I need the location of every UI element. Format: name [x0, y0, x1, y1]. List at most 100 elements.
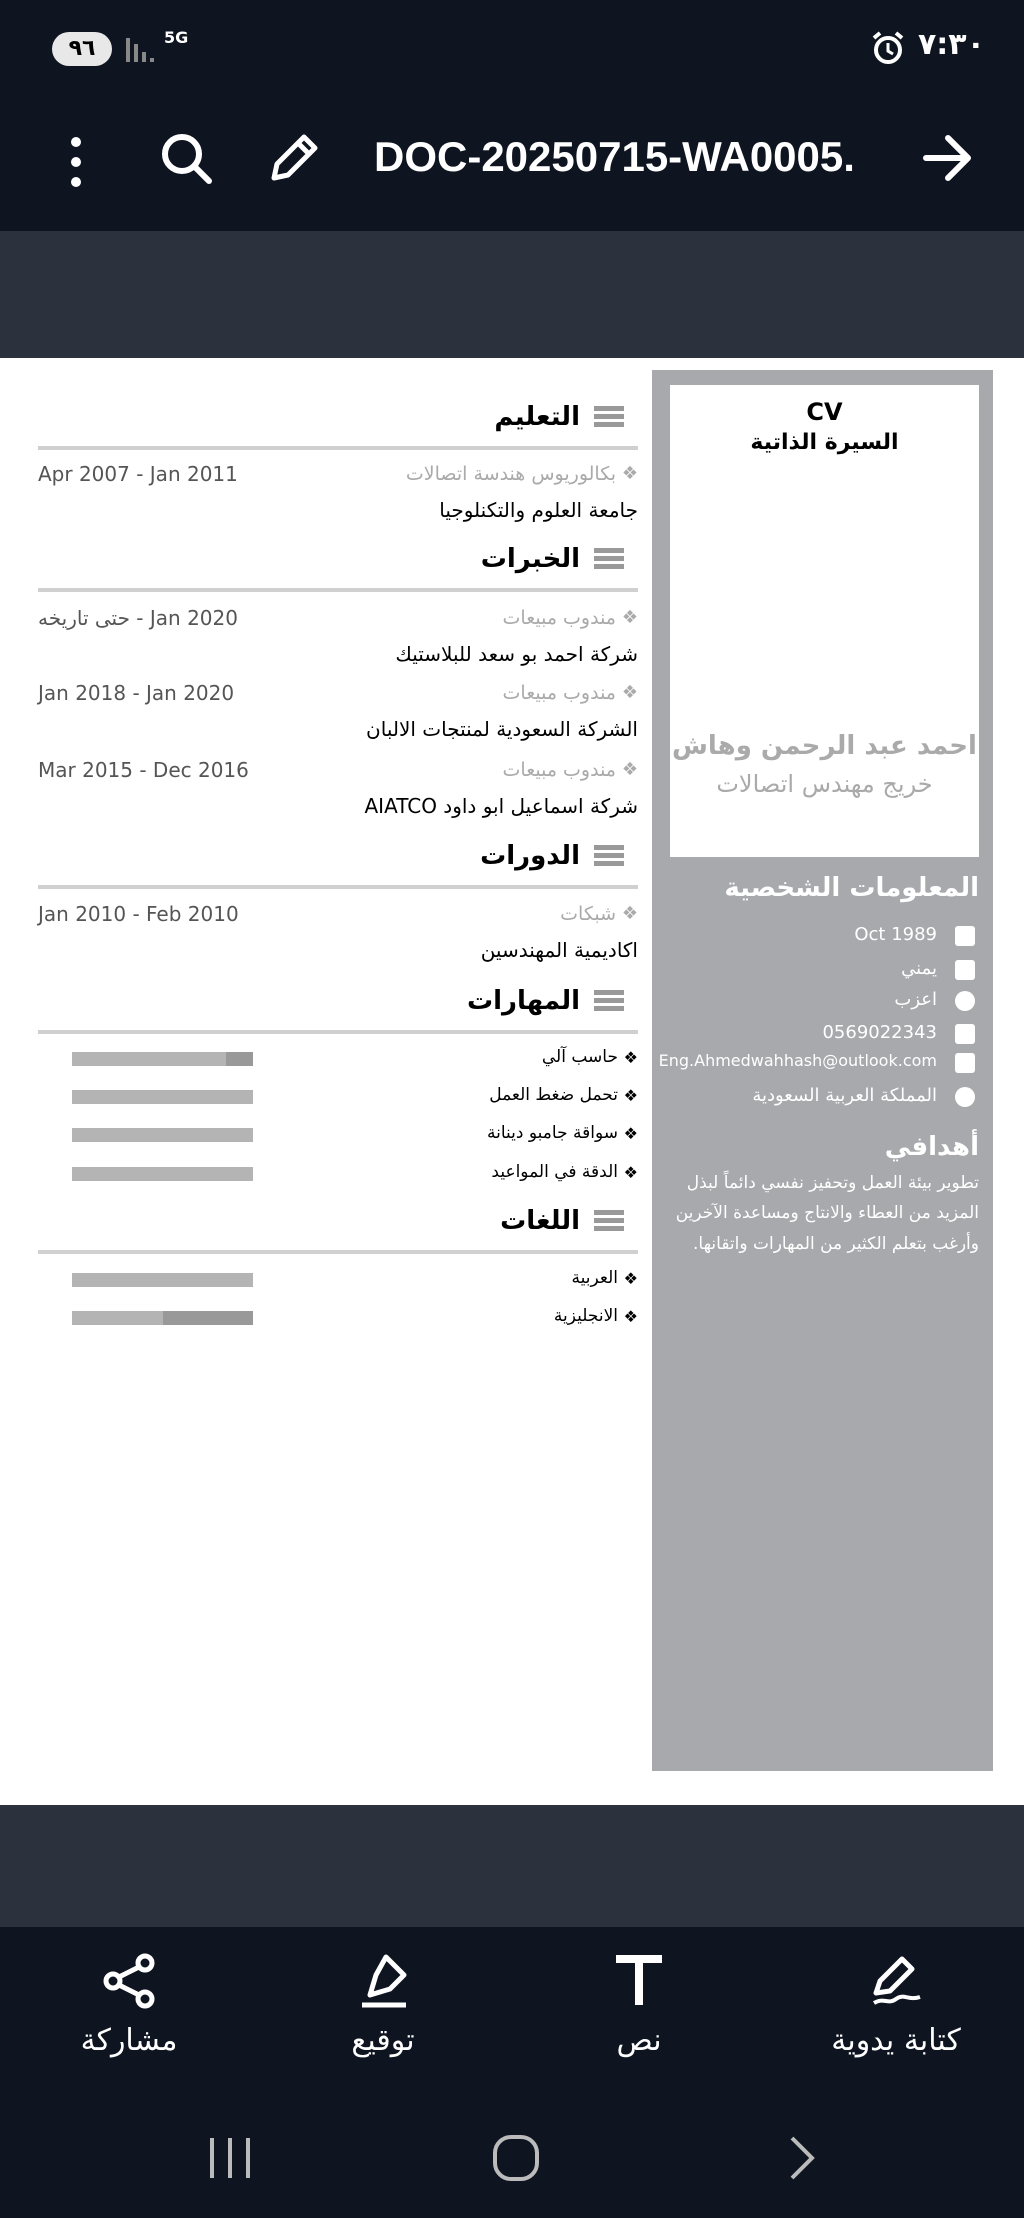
level-bar [72, 1128, 253, 1142]
info-text: 0569022343 [822, 1022, 937, 1043]
info-text: Oct 1989 [854, 924, 937, 945]
bullet: ❖ [621, 759, 638, 780]
section-heading: المهارات [466, 986, 580, 1016]
section-heading: أهدافي [884, 1132, 979, 1162]
level-bar [72, 1052, 226, 1066]
recents-button[interactable] [206, 2136, 254, 2180]
signal-icon [126, 38, 154, 62]
bullet: ❖ [621, 682, 638, 703]
entry-title: شبكات [560, 903, 616, 925]
app-bar: DOC-20250715-WA0005. [0, 96, 1024, 231]
item-name: تحمل ضغط العمل [489, 1085, 618, 1105]
toolbar-label[interactable]: توقيع [351, 2023, 415, 2058]
entry-place: شركة احمد بو سعد للبلاستيك [395, 642, 638, 666]
share-icon[interactable] [101, 1953, 157, 2009]
entry-dates: Apr 2007 - Jan 2011 [38, 462, 238, 486]
bullet: ❖ [621, 607, 638, 628]
item-name: الانجليزية [553, 1306, 618, 1326]
section-divider [38, 1030, 638, 1034]
entry-place: اكاديمية المهندسين [480, 938, 638, 962]
info-text: يمني [901, 958, 937, 979]
nav-bar [0, 2120, 1024, 2200]
status-bar: ٩٦ 5G ٧:٣٠ [0, 0, 1024, 96]
list-icon [594, 406, 624, 430]
edit-button[interactable] [264, 130, 322, 188]
cv-title: السيرة الذاتية [750, 430, 899, 455]
section-heading: التعليم [494, 402, 580, 432]
entry-dates: Jan 2010 - Feb 2010 [38, 902, 239, 926]
objective-line: المزيد من العطاء والانتاج ومساعدة الآخري… [675, 1203, 979, 1223]
bullet: ❖ [621, 463, 638, 484]
list-icon [594, 1210, 624, 1234]
profession: خريج مهندس اتصالات [716, 770, 933, 798]
bullet: ❖ [623, 1163, 638, 1182]
info-icon [955, 1087, 975, 1107]
level-bar [72, 1090, 253, 1104]
more-button[interactable] [64, 132, 88, 192]
item-name: العربية [571, 1268, 618, 1288]
item-name: حاسب آلي [541, 1047, 618, 1067]
list-icon [594, 845, 624, 869]
sign-icon[interactable] [356, 1951, 412, 2011]
home-button[interactable] [492, 2134, 540, 2182]
section-heading: الخبرات [480, 544, 580, 574]
entry-title: مندوب مبيعات [502, 759, 616, 781]
section-heading: اللغات [500, 1206, 580, 1236]
info-text: Eng.Ahmedwahhash@outlook.com [658, 1051, 937, 1070]
section-divider [38, 885, 638, 889]
level-track [72, 1273, 253, 1287]
objective-line: وأرغب بتعلم الكثير من المهارات واتقانها. [692, 1234, 979, 1254]
toolbar-label[interactable]: كتابة يدوية [831, 2023, 961, 2058]
time: ٧:٣٠ [918, 27, 985, 62]
cv-label: CV [806, 398, 843, 426]
entry-dates: Mar 2015 - Dec 2016 [38, 758, 249, 782]
entry-place: جامعة العلوم والتكنلوجيا [439, 498, 638, 522]
toolbar-label[interactable]: نص [616, 2023, 662, 2058]
person-name: احمد عبد الرحمن وهاش [672, 731, 977, 761]
entry-dates: حتى تاريخه - Jan 2020 [38, 606, 238, 630]
bullet: ❖ [621, 903, 638, 924]
objective-line: تطوير بيئة العمل وتحفيز نفسي دائماً لبذل [686, 1173, 979, 1193]
entry-place: شركة اسماعيل ابو داود AIATCO [364, 794, 638, 818]
back-nav-button[interactable] [786, 2134, 818, 2182]
document-title: DOC-20250715-WA0005. [374, 133, 855, 180]
section-heading: المعلومات الشخصية [724, 873, 979, 903]
item-name: سواقة جامبو دينانة [487, 1123, 618, 1143]
search-button[interactable] [158, 130, 214, 186]
entry-title: بكالوريوس هندسة اتصالات [405, 463, 616, 485]
level-track [72, 1052, 253, 1066]
entry-dates: Jan 2018 - Jan 2020 [38, 681, 235, 705]
network: 5G [164, 28, 189, 47]
level-bar [72, 1273, 253, 1287]
alarm-icon [872, 31, 904, 64]
item-name: الدقة في المواعيد [491, 1162, 618, 1182]
text-icon[interactable] [612, 1953, 666, 2009]
level-track [72, 1128, 253, 1142]
toolbar-label[interactable]: مشاركة [80, 2023, 178, 2058]
back-button[interactable] [922, 132, 974, 184]
level-bar [72, 1167, 253, 1181]
bullet: ❖ [623, 1307, 638, 1326]
bullet: ❖ [623, 1269, 638, 1288]
level-track [72, 1090, 253, 1104]
header-card [670, 385, 979, 857]
handwriting-icon[interactable] [868, 1953, 926, 2009]
info-icon [955, 960, 975, 980]
level-track [72, 1311, 253, 1325]
battery: ٩٦ [52, 32, 112, 66]
bullet: ❖ [623, 1124, 638, 1143]
list-icon [594, 548, 624, 572]
section-divider [38, 1250, 638, 1254]
info-text: المملكة العربية السعودية [752, 1085, 937, 1106]
info-icon [955, 1053, 975, 1073]
bullet: ❖ [623, 1048, 638, 1067]
level-track [72, 1167, 253, 1181]
section-divider [38, 588, 638, 592]
section-divider [38, 446, 638, 450]
info-text: اعزب [894, 989, 937, 1010]
entry-place: الشركة السعودية لمنتجات الالبان [366, 717, 638, 741]
entry-title: مندوب مبيعات [502, 607, 616, 629]
entry-title: مندوب مبيعات [502, 682, 616, 704]
info-icon [955, 1024, 975, 1044]
